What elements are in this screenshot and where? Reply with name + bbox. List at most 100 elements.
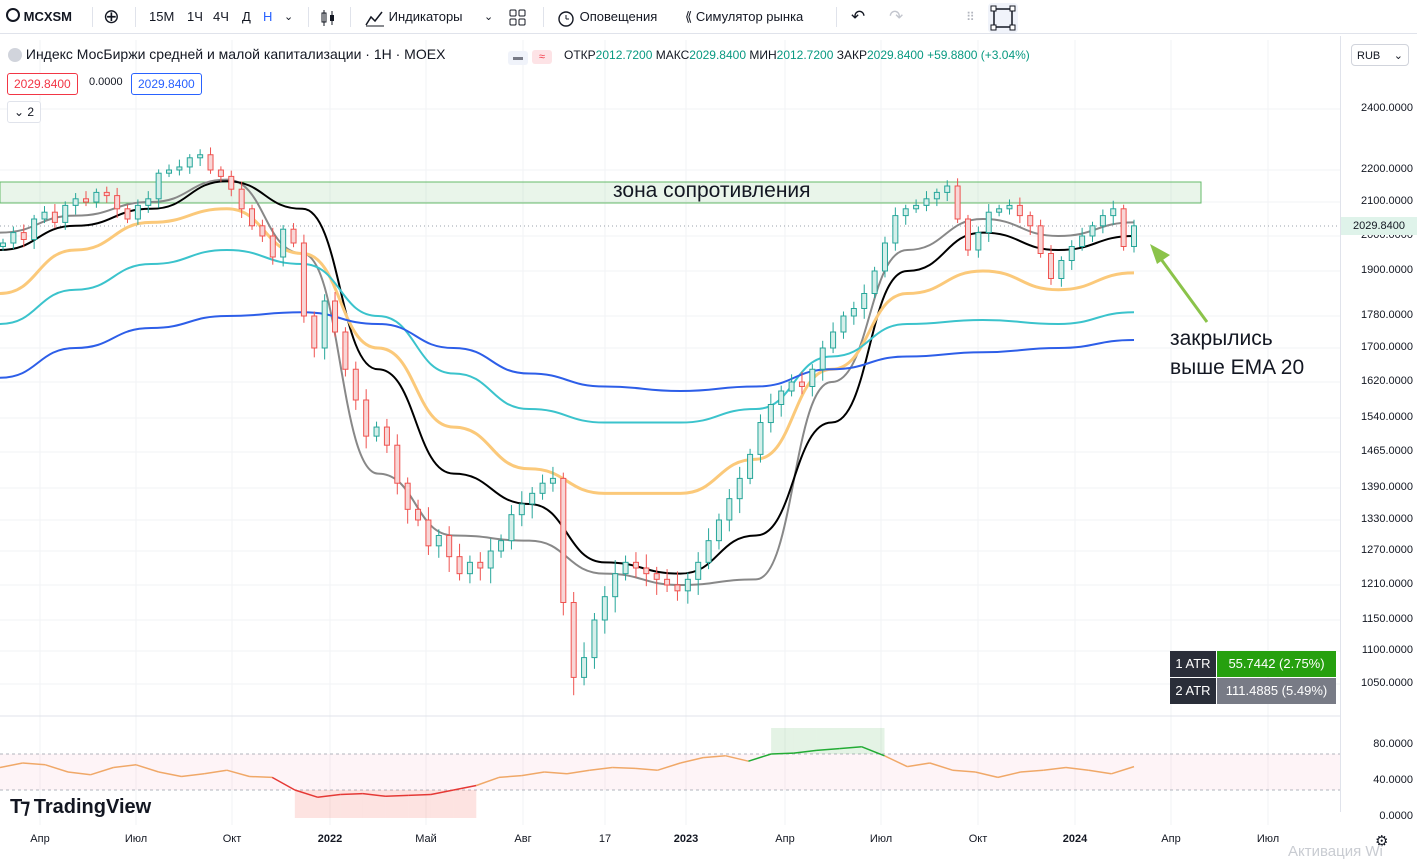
candle[interactable]	[332, 300, 339, 333]
ask-price-box[interactable]: 2029.8400	[131, 73, 202, 95]
replay-button[interactable]: ⟪ Симулятор рынка	[685, 0, 803, 34]
candle[interactable]	[581, 657, 588, 678]
candle[interactable]	[0, 242, 6, 247]
candle[interactable]	[466, 561, 473, 575]
candle[interactable]	[31, 218, 38, 240]
candle[interactable]	[93, 191, 100, 203]
candle[interactable]	[394, 444, 401, 484]
candle[interactable]	[1099, 215, 1106, 227]
candle[interactable]	[964, 218, 971, 251]
candle[interactable]	[871, 270, 878, 294]
drag-handle-icon[interactable]: ⠿	[966, 10, 975, 24]
candle[interactable]	[726, 498, 733, 521]
candle[interactable]	[767, 404, 774, 424]
candle[interactable]	[404, 482, 411, 510]
candle[interactable]	[166, 169, 173, 174]
candle[interactable]	[145, 198, 152, 206]
candle[interactable]	[249, 208, 256, 227]
indicators-dropdown-chevron-icon[interactable]: ⌄	[484, 11, 494, 23]
candle[interactable]	[819, 347, 826, 370]
candle[interactable]	[103, 191, 110, 197]
candle[interactable]	[477, 561, 484, 569]
candle[interactable]	[269, 235, 276, 258]
candle[interactable]	[518, 503, 525, 516]
candle[interactable]	[311, 315, 318, 349]
candle[interactable]	[664, 578, 671, 586]
candle[interactable]	[155, 172, 162, 200]
candle[interactable]	[1016, 204, 1023, 217]
candle[interactable]	[954, 185, 961, 220]
candle[interactable]	[778, 390, 785, 405]
candle[interactable]	[975, 232, 982, 251]
candle[interactable]	[487, 550, 494, 569]
candle[interactable]	[788, 381, 795, 392]
candle[interactable]	[798, 381, 805, 387]
current-price-tag[interactable]: 2029.8400	[1341, 217, 1417, 235]
candle[interactable]	[498, 540, 505, 552]
price-axis[interactable]: RUB ⌄ 2400.0000 2200.0000 2100.0000 2000.00…	[1340, 36, 1417, 822]
candle[interactable]	[1047, 253, 1054, 279]
candle[interactable]	[1131, 225, 1137, 247]
candle[interactable]	[923, 198, 930, 206]
candle[interactable]	[238, 188, 245, 210]
candle[interactable]	[850, 308, 857, 317]
redo-icon[interactable]: ↷	[889, 7, 904, 26]
candle[interactable]	[363, 399, 370, 437]
candle[interactable]	[632, 561, 639, 569]
candle[interactable]	[695, 561, 702, 580]
candle[interactable]	[809, 368, 816, 387]
interval-4h[interactable]: 4Ч	[213, 9, 229, 24]
candle[interactable]	[425, 519, 432, 547]
drawing-rectangle-icon[interactable]	[988, 0, 1018, 34]
candle[interactable]	[653, 573, 660, 580]
candle[interactable]	[560, 477, 567, 603]
candle[interactable]	[1037, 225, 1044, 255]
layouts-grid-icon[interactable]	[509, 0, 527, 34]
series-legend[interactable]: Индекс МосБиржи средней и малой капитали…	[8, 46, 445, 63]
candle[interactable]	[300, 242, 307, 317]
interval-15m[interactable]: 15M	[149, 9, 175, 24]
candle[interactable]	[10, 232, 17, 244]
candle[interactable]	[622, 561, 629, 575]
candle[interactable]	[72, 198, 79, 206]
candle[interactable]	[1079, 235, 1086, 247]
candle[interactable]	[933, 191, 940, 200]
candle[interactable]	[342, 331, 349, 370]
candle[interactable]	[913, 204, 920, 210]
candle[interactable]	[1006, 204, 1013, 210]
candle[interactable]	[321, 300, 328, 349]
compare-add-icon[interactable]: ⊕	[103, 6, 120, 28]
resistance-zone[interactable]	[0, 181, 1202, 204]
candle[interactable]	[435, 535, 442, 547]
candle[interactable]	[207, 154, 214, 171]
candle[interactable]	[508, 514, 515, 542]
candle[interactable]	[259, 225, 266, 237]
interval-1w[interactable]: Н	[263, 9, 273, 24]
candle[interactable]	[62, 204, 69, 223]
tradingview-logo[interactable]: T⁊ TradingView	[10, 794, 151, 819]
legend-toggles[interactable]: ▬ ≈	[508, 47, 552, 65]
candle[interactable]	[1110, 208, 1117, 217]
candle[interactable]	[51, 211, 58, 223]
candle[interactable]	[83, 198, 90, 203]
candle[interactable]	[186, 157, 193, 168]
interval-1h[interactable]: 1Ч	[187, 9, 203, 24]
candle[interactable]	[1068, 246, 1075, 261]
candle[interactable]	[570, 602, 577, 678]
time-settings-gear-icon[interactable]: ⚙	[1375, 833, 1389, 850]
candle[interactable]	[996, 208, 1003, 213]
candle[interactable]	[1120, 208, 1127, 248]
candle[interactable]	[352, 368, 359, 401]
candle[interactable]	[446, 535, 453, 558]
interval-dropdown-chevron-icon[interactable]: ⌄	[284, 11, 294, 23]
candle[interactable]	[1089, 225, 1096, 237]
candle[interactable]	[881, 242, 888, 272]
candle[interactable]	[643, 567, 650, 575]
candle[interactable]	[217, 169, 224, 177]
candle[interactable]	[902, 208, 909, 217]
candle[interactable]	[715, 519, 722, 542]
candle[interactable]	[176, 166, 183, 171]
candle[interactable]	[684, 578, 691, 592]
candle[interactable]	[612, 573, 619, 598]
candle[interactable]	[373, 426, 380, 437]
